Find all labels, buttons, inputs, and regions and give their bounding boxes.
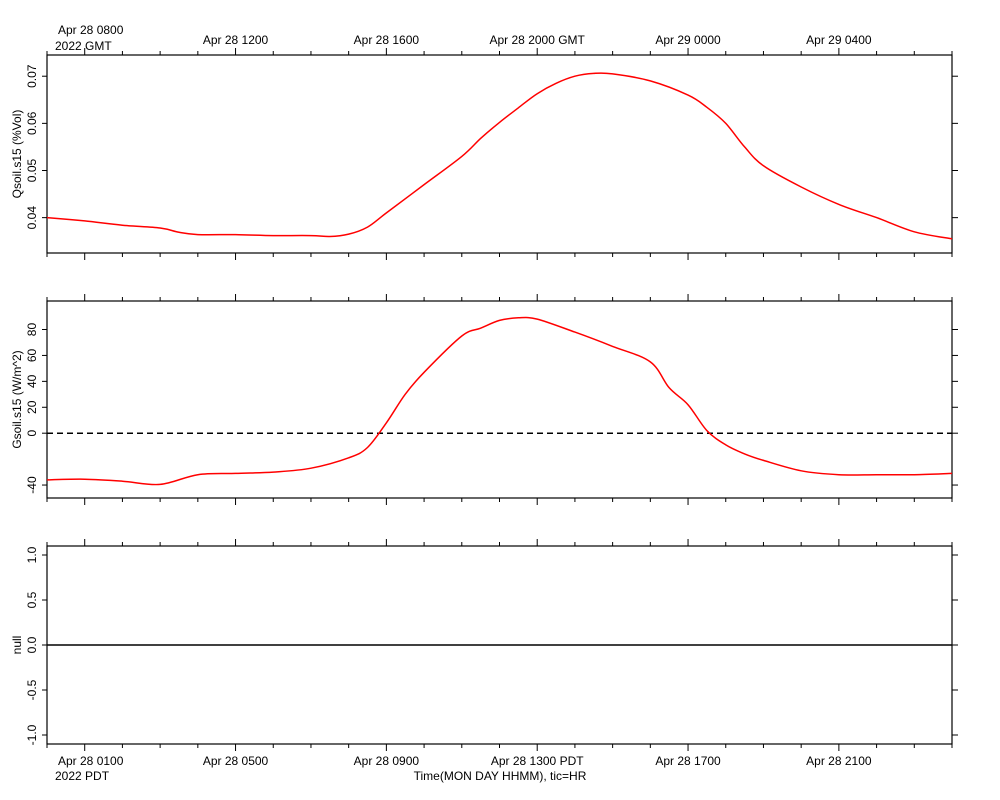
bottom-axis-tick-label: Apr 28 1700 [655, 754, 721, 768]
panel-frame [46, 300, 953, 499]
top-axis-first-label: Apr 28 0800 [58, 23, 124, 37]
panel-frame [46, 54, 953, 254]
y-tick-label: 60 [25, 348, 39, 362]
y-tick-label: 0.04 [25, 206, 39, 230]
bottom-axis-title: Time(MON DAY HHMM), tic=HR [414, 769, 587, 783]
bottom-time-axis: Apr 28 0100 2022 PDT Time(MON DAY HHMM),… [55, 754, 872, 783]
y-tick-label: -40 [25, 476, 39, 494]
y-tick-label: 0.07 [25, 64, 39, 88]
y-axis-label: null [10, 636, 24, 655]
series-line-1 [46, 72, 953, 240]
bottom-axis-first-label: Apr 28 0100 [58, 754, 124, 768]
y-tick-label: 0.0 [25, 636, 39, 653]
top-axis-tick-label: Apr 29 0400 [806, 33, 872, 47]
series-line-2 [46, 316, 953, 486]
top-axis-tick-label: Apr 29 0000 [655, 33, 721, 47]
y-tick-label: 40 [25, 374, 39, 388]
panel-3: -1.0 -0.5 0.0 0.5 1.0 null [10, 539, 958, 751]
top-axis-tick-label: Apr 28 1600 [354, 33, 420, 47]
y-axis-label: Gsoil.s15 (W/m^2) [10, 350, 24, 448]
y-tick-label: 20 [25, 400, 39, 414]
bottom-axis-tick-label: Apr 28 2100 [806, 754, 872, 768]
bottom-axis-tick-label: Apr 28 1300 PDT [491, 754, 584, 768]
top-time-axis: Apr 28 0800 2022 GMT Apr 28 1200 Apr 28 1… [55, 23, 872, 53]
y-tick-label: 0 [25, 430, 39, 437]
bottom-axis-zone-label: 2022 PDT [55, 769, 110, 783]
y-tick-label: 80 [25, 323, 39, 337]
top-axis-zone-label: 2022 GMT [55, 39, 112, 53]
top-axis-tick-label: Apr 28 1200 [203, 33, 269, 47]
y-tick-label: 0.05 [25, 158, 39, 182]
y-tick-label: 0.5 [25, 591, 39, 608]
panel-1: 0.04 0.05 0.06 0.07 Qsoil.s15 (%Vol) [10, 48, 958, 260]
y-axis-label: Qsoil.s15 (%Vol) [10, 110, 24, 199]
bottom-axis-tick-label: Apr 28 0500 [203, 754, 269, 768]
y-tick-label: -0.5 [25, 679, 39, 700]
y-tick-label: 1.0 [25, 546, 39, 563]
y-tick-label: 0.06 [25, 111, 39, 135]
bottom-axis-tick-label: Apr 28 0900 [354, 754, 420, 768]
top-axis-tick-label: Apr 28 2000 GMT [490, 33, 586, 47]
y-tick-label: -1.0 [25, 724, 39, 745]
